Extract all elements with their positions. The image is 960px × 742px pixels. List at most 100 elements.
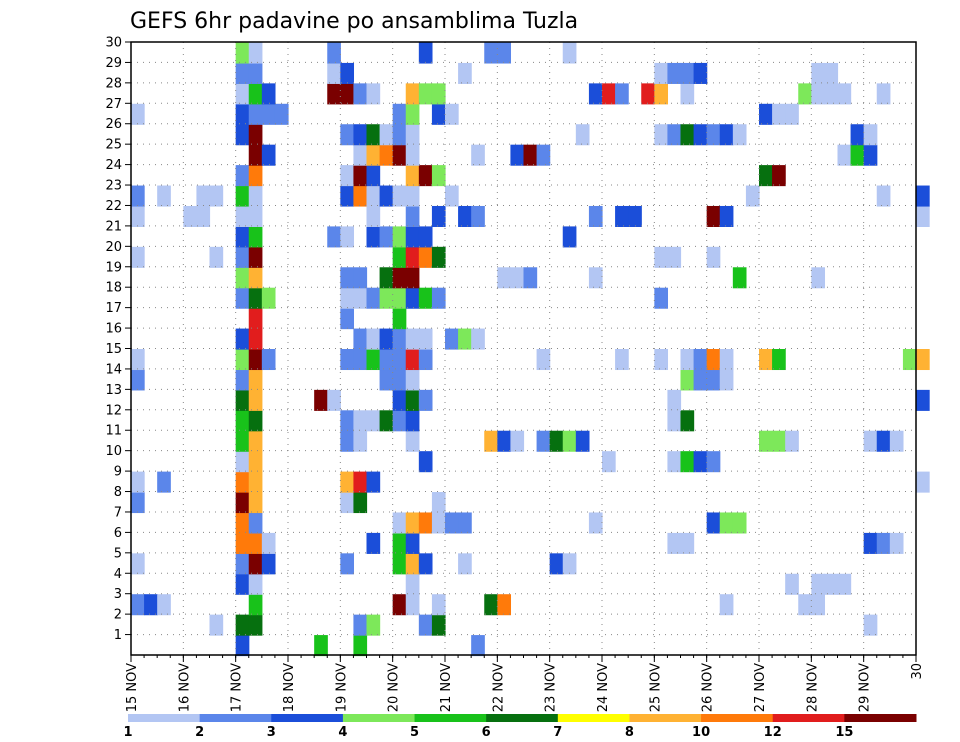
heatmap-cell [248,226,263,248]
colorbar-swatch [701,714,774,722]
heatmap-cell [405,349,420,371]
heatmap-cell [353,328,368,350]
heatmap-cell [602,83,616,105]
heatmap-cell [471,328,485,350]
heatmap-cell [261,83,276,105]
heatmap-cell [235,226,250,248]
heatmap-cell [340,287,355,309]
heatmap-cell [248,410,263,432]
heatmap-cell [693,62,708,84]
heatmap-cell [536,430,551,452]
heatmap-cell [235,451,250,473]
heatmap-cell [471,144,485,166]
heatmap-cell [405,246,420,268]
colorbar-label: 15 [835,725,853,740]
colorbar-legend: 1 2 3 4 5 6 7 8 10 12 15 [123,714,917,740]
x-axis: 15 NOV 16 NOV 17 NOV 18 NOV 19 NOV 20 NOV 21 N… [125,655,925,712]
heatmap-cell [327,83,341,105]
heatmap-cell [131,185,145,207]
heatmap-cell [641,83,655,105]
heatmap-cell [654,83,669,105]
heatmap-cell [719,349,734,371]
heatmap-cell [719,205,734,227]
heatmap-cell [523,144,538,166]
heatmap-cell [458,328,472,350]
heatmap-cell [889,532,904,554]
heatmap-cell [340,430,355,452]
heatmap-cell [248,165,263,187]
heatmap-cell [248,389,263,411]
heatmap-cell [418,165,433,187]
heatmap-cell [654,349,669,371]
heatmap-cell [392,308,407,330]
heatmap-cell [327,42,341,64]
y-tick-label: 4 [114,567,122,582]
heatmap-cell [366,532,381,554]
colorbar-swatch [414,714,487,722]
heatmap-cell [209,185,224,207]
heatmap-cell [235,573,250,595]
x-tick-label: 23 NOV [544,663,559,712]
heatmap-cell [248,553,263,575]
heatmap-cell [471,635,485,657]
heatmap-cell [811,83,826,105]
heatmap-cell [445,103,459,125]
heatmap-cell [392,124,407,146]
heatmap-cell [392,349,407,371]
colorbar-label: 12 [764,725,782,740]
heatmap-cell [405,226,420,248]
heatmap-cell [549,553,564,575]
heatmap-cell [667,451,682,473]
heatmap-cell [353,144,368,166]
heatmap-cell [366,471,381,493]
heatmap-cell [680,532,695,554]
heatmap-cell [340,83,355,105]
heatmap-cell [405,512,420,534]
heatmap-cell [392,410,407,432]
y-tick-label: 11 [105,424,122,439]
heatmap-cell [431,512,446,534]
heatmap-cell [706,124,721,146]
heatmap-cell [340,410,355,432]
heatmap-cell [824,573,839,595]
heatmap-cell [615,83,629,105]
heatmap-cell [235,267,250,289]
heatmap-cell [588,83,603,105]
heatmap-cell [785,103,799,125]
colorbar-swatch [844,714,917,722]
heatmap-cell [863,124,878,146]
heatmap-cell [732,512,747,534]
heatmap-cell [248,328,263,350]
heatmap-cell [340,124,355,146]
colorbar-label: 3 [267,725,276,740]
heatmap-cell [562,553,577,575]
heatmap-cell [274,103,289,125]
heatmap-cell [693,349,708,371]
y-tick-label: 1 [114,628,122,643]
heatmap-cell [680,410,695,432]
heatmap-cell [366,185,381,207]
heatmap-cell [418,553,433,575]
heatmap-cell [667,410,682,432]
heatmap-cell [719,369,734,391]
heatmap-cell [340,471,355,493]
heatmap-cell [667,389,682,411]
x-tick-label: 30 [910,663,925,680]
heatmap-cell [392,512,407,534]
heatmap-cell [248,532,263,554]
heatmap-cell [405,103,420,125]
heatmap-cell [340,553,355,575]
heatmap-cell [353,287,368,309]
heatmap-cell [510,267,525,289]
heatmap-cell [798,594,812,616]
heatmap-cell [575,430,590,452]
heatmap-cell [392,103,407,125]
heatmap-cell [248,42,263,64]
heatmap-cell [471,205,485,227]
heatmap-cell [248,62,263,84]
heatmap-cell [458,205,472,227]
heatmap-cell [523,267,538,289]
heatmap-cell [157,471,171,493]
heatmap-cell [680,124,695,146]
heatmap-cell [196,205,211,227]
